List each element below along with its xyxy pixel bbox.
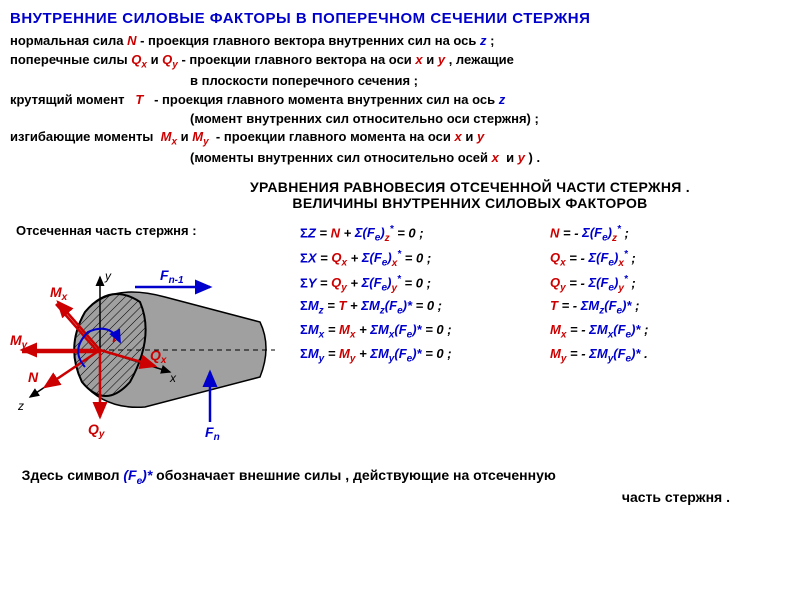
eq-row-my: ΣMy = My + ΣMy(Fe)* = 0 ; My = - ΣMy(Fe)… [300, 346, 790, 365]
def-bending: изгибающие моменты Mx и My - проекции гл… [10, 129, 790, 149]
eq-row-mz: ΣMz = T + ΣMz(Fe)* = 0 ; T = - ΣMz(Fe)* … [300, 298, 790, 317]
n-label: N [28, 369, 39, 385]
def-shear-forces: поперечные силы Qx и Qy - проекции главн… [10, 52, 790, 72]
eq-row-y: ΣY = Qy + Σ(Fe)y* = 0 ; Qy = - Σ(Fe)y* ; [300, 274, 790, 294]
qy-label: Qy [88, 421, 105, 440]
y-axis-label: y [104, 269, 112, 283]
def-torque: крутящий момент T - проекция главного мо… [10, 92, 790, 109]
mx-label: Mx [50, 284, 68, 303]
diagram-caption: Отсеченная часть стержня : [16, 223, 290, 238]
def-torque-cont: (момент внутренних сил относительно оси … [190, 111, 790, 127]
fn1-label: Fn-1 [160, 267, 184, 286]
def-bending-cont: (моменты внутренних сил относительно осе… [190, 150, 790, 166]
diagram-column: Отсеченная часть стержня : [10, 219, 290, 452]
def-normal-force: нормальная сила N - проекция главного ве… [10, 33, 790, 50]
main-title: ВНУТРЕННИЕ СИЛОВЫЕ ФАКТОРЫ В ПОПЕРЕЧНОМ … [10, 10, 790, 27]
footnote: Здесь символ (Fe)* обозначает внешние си… [10, 466, 790, 506]
def-shear-cont: в плоскости поперечного сечения ; [190, 73, 790, 89]
z-axis-label: z [17, 399, 24, 413]
rod-diagram: y x z N Qx Qy Mx My T Fn-1 F [10, 242, 290, 452]
eq-row-z: ΣZ = N + Σ(Fe)z* = 0 ; N = - Σ(Fe)z* ; [300, 224, 790, 244]
content-row: Отсеченная часть стержня : [10, 219, 790, 452]
eq-row-mx: ΣMx = Mx + ΣMx(Fe)* = 0 ; Mx = - ΣMx(Fe)… [300, 322, 790, 341]
my-label: My [10, 332, 28, 351]
subtitle: УРАВНЕНИЯ РАВНОВЕСИЯ ОТСЕЧЕННОЙ ЧАСТИ СТ… [150, 179, 790, 211]
equations-block: ΣZ = N + Σ(Fe)z* = 0 ; N = - Σ(Fe)z* ; Σ… [300, 219, 790, 370]
x-axis-label: x [169, 371, 177, 385]
fn-label: Fn [205, 424, 220, 443]
eq-row-x: ΣX = Qx + Σ(Fe)x* = 0 ; Qx = - Σ(Fe)x* ; [300, 249, 790, 269]
